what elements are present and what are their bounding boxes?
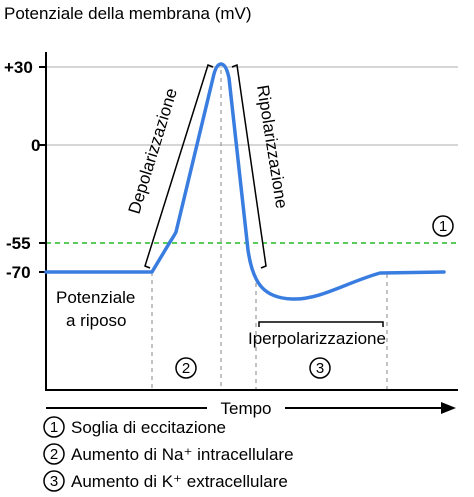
hyperpolarization-bracket [258,321,384,327]
repolarization-bracket [231,63,267,269]
legend-2-label: Aumento di Na⁺ intracellulare [71,445,294,464]
x-axis-title: Tempo [220,399,271,418]
marker-3-number: 3 [316,360,324,377]
marker-1-number: 1 [439,218,447,235]
legend-1-circle [43,416,65,438]
resting-potential-label-line2: a riposo [66,311,126,330]
depolarization-label: Depolarizzazione [125,86,181,216]
legend-2-circle [43,443,65,465]
legend-3-label: Aumento di K⁺ extracellulare [71,472,288,491]
legend-2-number: 2 [50,446,58,463]
repolarization-label: Ripolarizzazione [253,84,291,210]
y-tick-plus30: +30 [4,58,33,77]
y-tick-minus55: -55 [6,234,31,253]
marker-1-circle [432,215,454,237]
time-label-background [207,397,285,419]
marker-3-circle [309,357,331,379]
y-tick-minus70: -70 [6,263,31,282]
y-tick-zero: 0 [31,136,40,155]
legend-3-circle [43,470,65,492]
marker-2-circle [175,357,197,379]
y-axis-title: Potenziale della membrana (mV) [4,4,252,23]
legend-1-label: Soglia di eccitazione [71,418,226,437]
legend-3-number: 3 [50,473,58,490]
marker-2-number: 2 [182,360,190,377]
legend-1-number: 1 [50,419,58,436]
time-arrow-head [441,402,456,414]
resting-potential-label-line1: Potenziale [56,288,135,307]
membrane-potential-trace [44,62,446,301]
hyperpolarization-label: Iperpolarizzazione [248,329,386,348]
depolarization-bracket [144,64,214,269]
